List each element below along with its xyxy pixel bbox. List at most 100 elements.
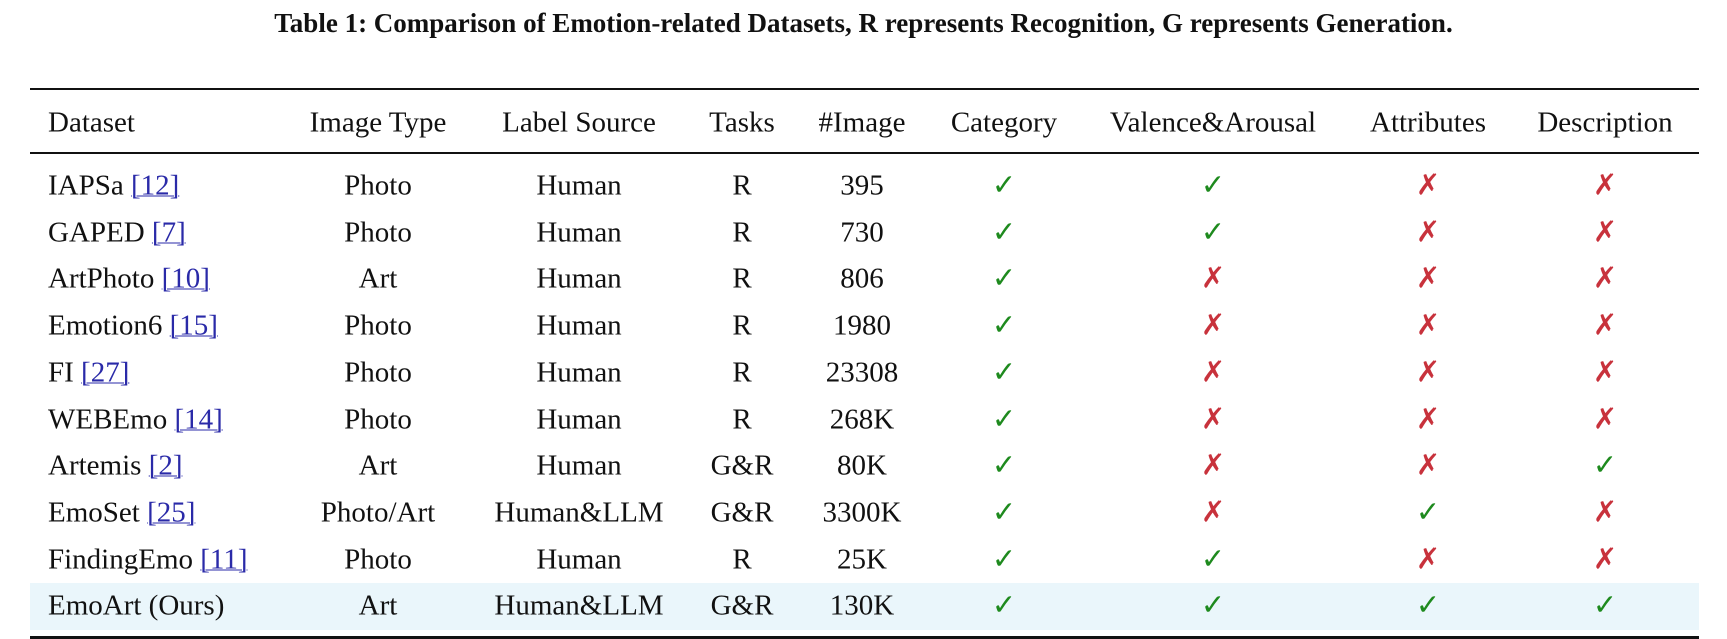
highlight-row: [30, 582, 1699, 630]
table-cell: ✗: [1415, 543, 1441, 576]
header-cell: #Image: [818, 106, 906, 139]
table-cell: ✗: [1592, 169, 1618, 202]
table-cell: R: [732, 262, 752, 295]
citation: [25]: [147, 496, 196, 529]
header-cell: Valence&Arousal: [1109, 106, 1317, 139]
dataset-name: ArtPhoto: [48, 262, 155, 295]
table-cell: ✗: [1592, 216, 1618, 249]
table-cell: ✓: [991, 449, 1017, 482]
table-cell: Human: [536, 309, 622, 342]
citation: [14]: [174, 403, 223, 435]
table-cell: ✗: [1592, 356, 1618, 389]
table-cell: 130K: [829, 589, 895, 622]
table-cell: ✓: [1592, 449, 1618, 482]
table-cell: Human: [536, 216, 622, 249]
citation: [7]: [151, 216, 186, 249]
table-cell: ✗: [1200, 449, 1226, 482]
table-cell: R: [732, 169, 752, 202]
table-cell: R: [732, 216, 752, 249]
table-cell: G&R: [710, 496, 774, 529]
table-rule: [30, 636, 1699, 639]
table-cell: Art: [358, 449, 398, 482]
table-cell: 80K: [837, 449, 887, 482]
table-cell: ✗: [1415, 169, 1441, 202]
table-cell: 1980: [833, 309, 891, 342]
dataset-cell: WEBEmo [14]: [48, 405, 223, 434]
table-cell: ✓: [1592, 589, 1618, 622]
table-cell: ✓: [991, 496, 1017, 529]
table-cell: ✗: [1200, 262, 1226, 295]
table-cell: 395: [840, 169, 884, 202]
table-cell: ✓: [991, 309, 1017, 342]
table-rule: [30, 152, 1699, 154]
table-cell: Photo: [344, 309, 412, 342]
dataset-name: EmoSet: [48, 496, 140, 529]
table-cell: Human&LLM: [494, 496, 664, 529]
table-cell: Photo: [344, 356, 412, 389]
table-cell: ✗: [1200, 309, 1226, 342]
table-cell: Art: [358, 589, 398, 622]
dataset-cell: IAPSa [12]: [48, 169, 179, 202]
table-cell: ✗: [1415, 262, 1441, 295]
header-cell: Dataset: [48, 106, 135, 139]
citation: [27]: [81, 356, 130, 389]
table-cell: ✓: [1415, 496, 1441, 529]
table-cell: 25K: [837, 543, 887, 576]
table-cell: ✓: [991, 216, 1017, 249]
table-cell: ✓: [1200, 216, 1226, 249]
dataset-cell: EmoArt (Ours): [48, 591, 224, 621]
table-cell: 23308: [825, 356, 899, 389]
header-cell: Image Type: [309, 106, 447, 139]
table-cell: Photo: [344, 169, 412, 202]
table-cell: ✗: [1200, 403, 1226, 435]
header-cell: Category: [950, 106, 1058, 139]
table-cell: R: [732, 403, 752, 435]
table-cell: R: [732, 309, 752, 342]
dataset-name: FindingEmo: [48, 543, 194, 576]
table-cell: ✗: [1592, 403, 1618, 435]
header-cell: Label Source: [502, 106, 656, 139]
dataset-cell: Artemis [2]: [48, 449, 183, 482]
dataset-name: WEBEmo: [48, 403, 168, 435]
citation: [11]: [200, 543, 248, 576]
table-cell: ✓: [991, 403, 1017, 435]
dataset-cell: GAPED [7]: [48, 218, 186, 247]
table-cell: ✗: [1200, 356, 1226, 389]
table-cell: Human: [536, 449, 622, 482]
table-cell: Photo: [344, 216, 412, 249]
table-cell: ✗: [1592, 309, 1618, 342]
table-cell: 3300K: [822, 496, 902, 529]
table-rule: [30, 88, 1699, 90]
dataset-name: IAPSa: [48, 169, 124, 202]
dataset-cell: FindingEmo [11]: [48, 545, 248, 574]
table-cell: Human: [536, 543, 622, 576]
table-cell: Photo/Art: [320, 496, 436, 529]
table-cell: ✓: [1200, 169, 1226, 202]
table-cell: ✗: [1592, 496, 1618, 529]
table-cell: Human: [536, 403, 622, 435]
table-cell: ✗: [1415, 309, 1441, 342]
header-cell: Attributes: [1370, 106, 1486, 139]
citation: [10]: [161, 262, 210, 295]
table-cell: ✓: [1415, 589, 1441, 622]
table-cell: R: [732, 356, 752, 389]
dataset-cell: Emotion6 [15]: [48, 309, 218, 342]
table-cell: ✓: [1200, 543, 1226, 576]
table-cell: ✗: [1415, 449, 1441, 482]
dataset-name: FI: [48, 356, 74, 389]
table-cell: ✗: [1415, 356, 1441, 389]
table-cell: ✗: [1200, 496, 1226, 529]
citation: [15]: [169, 309, 218, 342]
table-cell: ✓: [1200, 589, 1226, 622]
table-cell: ✓: [991, 262, 1017, 295]
table-cell: ✓: [991, 356, 1017, 389]
table-cell: ✓: [991, 169, 1017, 202]
table-caption: Table 1: Comparison of Emotion-related D…: [274, 8, 1453, 38]
table-cell: Human: [536, 262, 622, 295]
header-cell: Tasks: [709, 106, 775, 139]
header-cell: Description: [1537, 106, 1673, 139]
dataset-cell: ArtPhoto [10]: [48, 262, 210, 295]
citation: [2]: [148, 449, 183, 482]
table-cell: ✗: [1415, 403, 1441, 435]
